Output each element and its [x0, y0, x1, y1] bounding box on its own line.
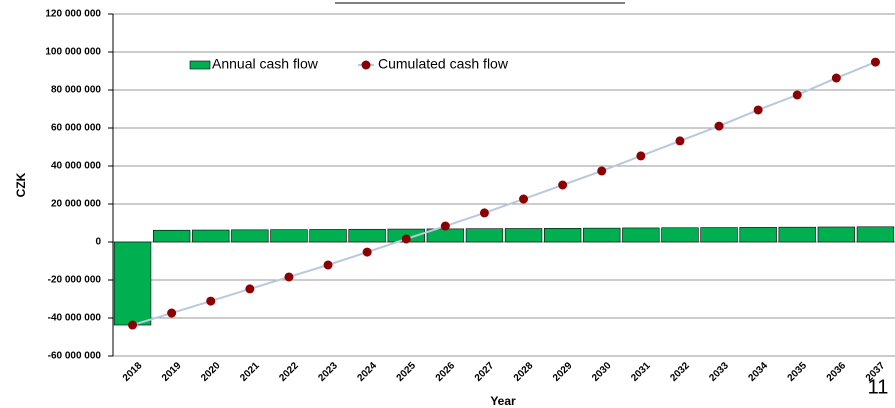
point — [362, 247, 372, 257]
x-tick-label: 2020 — [199, 360, 223, 384]
x-tick-label: 2032 — [668, 360, 692, 384]
x-tick-label: 2018 — [121, 360, 145, 384]
y-tick-label: 40 000 000 — [51, 161, 101, 172]
point — [128, 320, 138, 330]
page-number: 11 — [868, 376, 889, 398]
bar — [504, 228, 543, 243]
point — [245, 284, 255, 294]
bar — [348, 228, 386, 243]
x-tick-label: 2036 — [825, 360, 849, 384]
bar — [543, 228, 582, 243]
cumulative-line — [132, 61, 876, 326]
point — [753, 105, 763, 115]
bar — [622, 227, 660, 243]
bar — [661, 227, 699, 243]
x-tick-label: 2024 — [355, 360, 379, 384]
x-axis-label: Year — [490, 394, 516, 408]
point — [597, 166, 607, 176]
point — [206, 296, 216, 306]
point — [714, 121, 724, 131]
point — [792, 90, 802, 100]
y-axis-label: CZK — [14, 172, 28, 197]
point — [870, 57, 880, 67]
x-tick-label: 2021 — [238, 360, 262, 384]
point — [479, 208, 489, 218]
bar — [700, 227, 738, 243]
bar — [192, 229, 230, 243]
bar — [739, 227, 777, 243]
x-tick-label: 2031 — [629, 360, 653, 384]
y-tick-label: 100 000 000 — [45, 47, 101, 58]
x-tick-label: 2029 — [551, 360, 575, 384]
bar — [270, 229, 308, 243]
x-tick-label: 2027 — [473, 360, 497, 384]
y-tick-label: -40 000 000 — [48, 313, 102, 324]
point — [831, 73, 841, 83]
y-tick-label: 20 000 000 — [51, 199, 101, 210]
y-tick-label: 120 000 000 — [45, 9, 101, 20]
y-tick-label: -60 000 000 — [48, 351, 102, 362]
bar — [309, 229, 347, 243]
point — [636, 151, 646, 161]
x-tick-label: 2034 — [746, 360, 770, 384]
bar — [583, 227, 621, 243]
x-tick-label: 2022 — [277, 360, 301, 384]
bar — [817, 226, 856, 243]
x-tick-label: 2026 — [434, 360, 458, 384]
legend-label: Annual cash flow — [212, 56, 319, 72]
x-tick-label: 2019 — [160, 360, 184, 384]
y-tick-label: -20 000 000 — [48, 275, 102, 286]
point — [558, 180, 568, 190]
y-tick-label: 80 000 000 — [51, 85, 101, 96]
bar — [856, 226, 895, 243]
point — [284, 272, 294, 282]
x-tick-label: 2023 — [316, 360, 340, 384]
point — [323, 260, 333, 270]
legend-marker — [361, 60, 371, 70]
legend-label: Cumulated cash flow — [378, 56, 509, 72]
x-tick-label: 2035 — [786, 360, 810, 384]
bar — [152, 229, 191, 243]
point — [401, 234, 411, 244]
x-tick-label: 2030 — [590, 360, 614, 384]
point — [675, 136, 685, 146]
point — [167, 308, 177, 318]
point — [440, 221, 450, 231]
x-tick-label: 2025 — [395, 360, 419, 384]
bar — [113, 241, 152, 326]
x-tick-label: 2033 — [707, 360, 731, 384]
x-tick-label: 2028 — [512, 360, 536, 384]
y-tick-label: 60 000 000 — [51, 123, 101, 134]
point — [519, 194, 529, 204]
y-tick-label: 0 — [95, 237, 101, 248]
bar — [231, 229, 269, 243]
legend-swatch — [189, 60, 211, 70]
bar — [465, 228, 504, 243]
bar — [778, 226, 816, 243]
